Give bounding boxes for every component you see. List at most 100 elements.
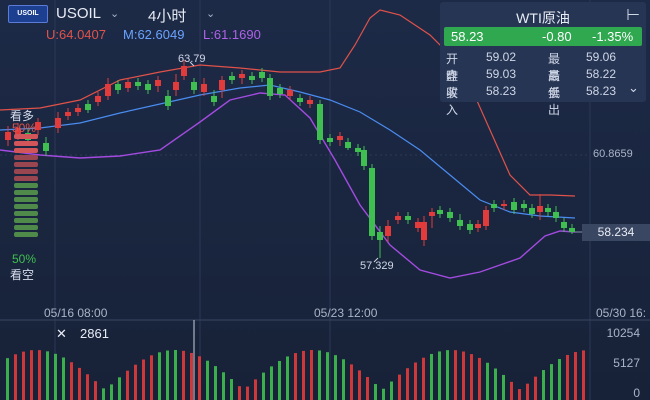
candle-body: [529, 208, 535, 214]
volume-bar: [86, 374, 89, 400]
quote-label: 昨收: [446, 69, 459, 100]
candle-body: [437, 210, 443, 214]
chevron-down-icon[interactable]: ⌄: [628, 80, 639, 95]
candle-body: [447, 212, 453, 218]
candle-body: [229, 76, 235, 80]
volume-bar: [110, 384, 113, 400]
candle-body: [569, 228, 575, 232]
candle-body: [75, 108, 81, 112]
volume-bar: [422, 357, 425, 400]
quote-value: 58.22: [586, 67, 617, 81]
quote-value: 59.02: [486, 50, 517, 64]
volume-bar: [182, 350, 185, 400]
candle-body: [181, 66, 187, 76]
candle-body: [65, 112, 71, 116]
volume-axis-label: 0: [633, 386, 640, 400]
middle-band-line: [0, 84, 576, 219]
volume-bar: [206, 360, 209, 400]
volume-bar: [470, 354, 473, 400]
candle-body: [467, 224, 473, 230]
volume-bar: [262, 372, 265, 400]
volume-bar: [270, 366, 273, 400]
quote-label: 开盘: [446, 52, 459, 83]
candle-body: [43, 143, 49, 151]
chevron-down-icon[interactable]: ⌄: [110, 8, 120, 20]
volume-bar: [286, 356, 289, 400]
volume-bar: [70, 362, 73, 400]
candle-body: [521, 204, 527, 208]
candle-body: [345, 142, 351, 148]
volume-bar: [350, 364, 353, 400]
volume-bar: [222, 372, 225, 400]
exit-icon[interactable]: ⊢: [626, 7, 640, 24]
low-marker: [373, 257, 379, 263]
candle-body: [553, 212, 559, 218]
upper-band-value: U:64.0407: [46, 27, 106, 42]
volume-bar: [166, 350, 169, 400]
quote-change-bar: 58.23 -0.80 -1.35%: [444, 27, 642, 46]
candle-body: [135, 82, 141, 86]
close-icon[interactable]: ✕: [56, 326, 67, 341]
volume-bar: [214, 366, 217, 400]
candle-body: [297, 98, 303, 102]
quote-value: 59.06: [586, 50, 617, 64]
sentiment-segment: [14, 155, 38, 160]
low-annotation: 57.329: [360, 260, 394, 272]
candle-body: [511, 202, 517, 210]
volume-axis-label: 10254: [606, 326, 640, 340]
volume-bar: [102, 388, 105, 400]
candle-body: [405, 216, 411, 220]
volume-bar: [518, 389, 521, 400]
symbol-selector[interactable]: USOIL: [56, 5, 102, 22]
volume-bar: [446, 350, 449, 400]
volume-bar: [494, 368, 497, 400]
volume-bar: [62, 357, 65, 400]
volume-bar: [134, 364, 137, 400]
volume-bar: [342, 359, 345, 400]
volume-bar: [294, 353, 297, 400]
volume-bar: [14, 354, 17, 400]
volume-bar: [574, 352, 577, 400]
quote-label: 最高: [548, 52, 561, 83]
time-label: 05/30 16:: [596, 306, 647, 320]
volume-bar: [78, 367, 81, 400]
candle-body: [35, 122, 41, 130]
volume-bar: [510, 381, 513, 400]
candle-body: [483, 210, 489, 226]
candle-body: [165, 96, 171, 106]
candle-body: [377, 232, 383, 240]
quote-label: 最低: [548, 69, 561, 100]
candle-body: [355, 148, 361, 152]
lower-band-value: L:61.1690: [203, 27, 261, 42]
sentiment-segment: [14, 183, 38, 188]
timeframe-selector[interactable]: 4小时: [148, 8, 187, 25]
candle-body: [201, 84, 207, 92]
short-pct: 50%: [12, 252, 37, 266]
candle-body: [415, 222, 421, 228]
volume-bar: [254, 379, 257, 400]
candle-body: [561, 222, 567, 228]
volume-bar: [326, 352, 329, 400]
short-label: 看空: [10, 268, 35, 282]
chevron-down-icon[interactable]: ⌄: [206, 8, 216, 20]
sentiment-segment: [14, 204, 38, 209]
quote-label: 买入: [446, 86, 459, 117]
candle-body: [155, 80, 161, 86]
volume-bar: [534, 376, 537, 400]
volume-bar: [142, 359, 145, 400]
candle-body: [267, 78, 273, 96]
long-label: 看多: [10, 109, 35, 123]
volume-bar: [158, 352, 161, 400]
volume-bar: [302, 350, 305, 400]
sentiment-segment: [14, 211, 38, 216]
candle-body: [501, 204, 507, 206]
quote-panel: WTI原油 ⊢ 58.23 -0.80 -1.35% 开盘 59.02 最高 5…: [440, 2, 646, 117]
candle-body: [429, 212, 435, 216]
time-label: 05/16 08:00: [44, 306, 108, 320]
lower-band-line: [0, 92, 576, 279]
volume-bar: [278, 360, 281, 400]
sentiment-segment: [14, 225, 38, 230]
candle-body: [457, 220, 463, 226]
candle-body: [545, 208, 551, 212]
